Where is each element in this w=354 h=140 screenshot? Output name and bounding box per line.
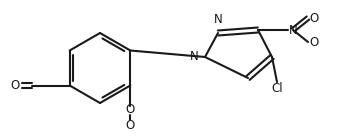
Text: N: N <box>213 13 222 26</box>
Text: O: O <box>126 119 135 132</box>
Text: Cl: Cl <box>271 82 283 95</box>
Text: N: N <box>190 51 199 64</box>
Text: O: O <box>309 11 319 24</box>
Text: O: O <box>309 36 319 48</box>
Text: O: O <box>10 79 19 92</box>
Text: N: N <box>289 24 297 37</box>
Text: O: O <box>126 103 135 116</box>
